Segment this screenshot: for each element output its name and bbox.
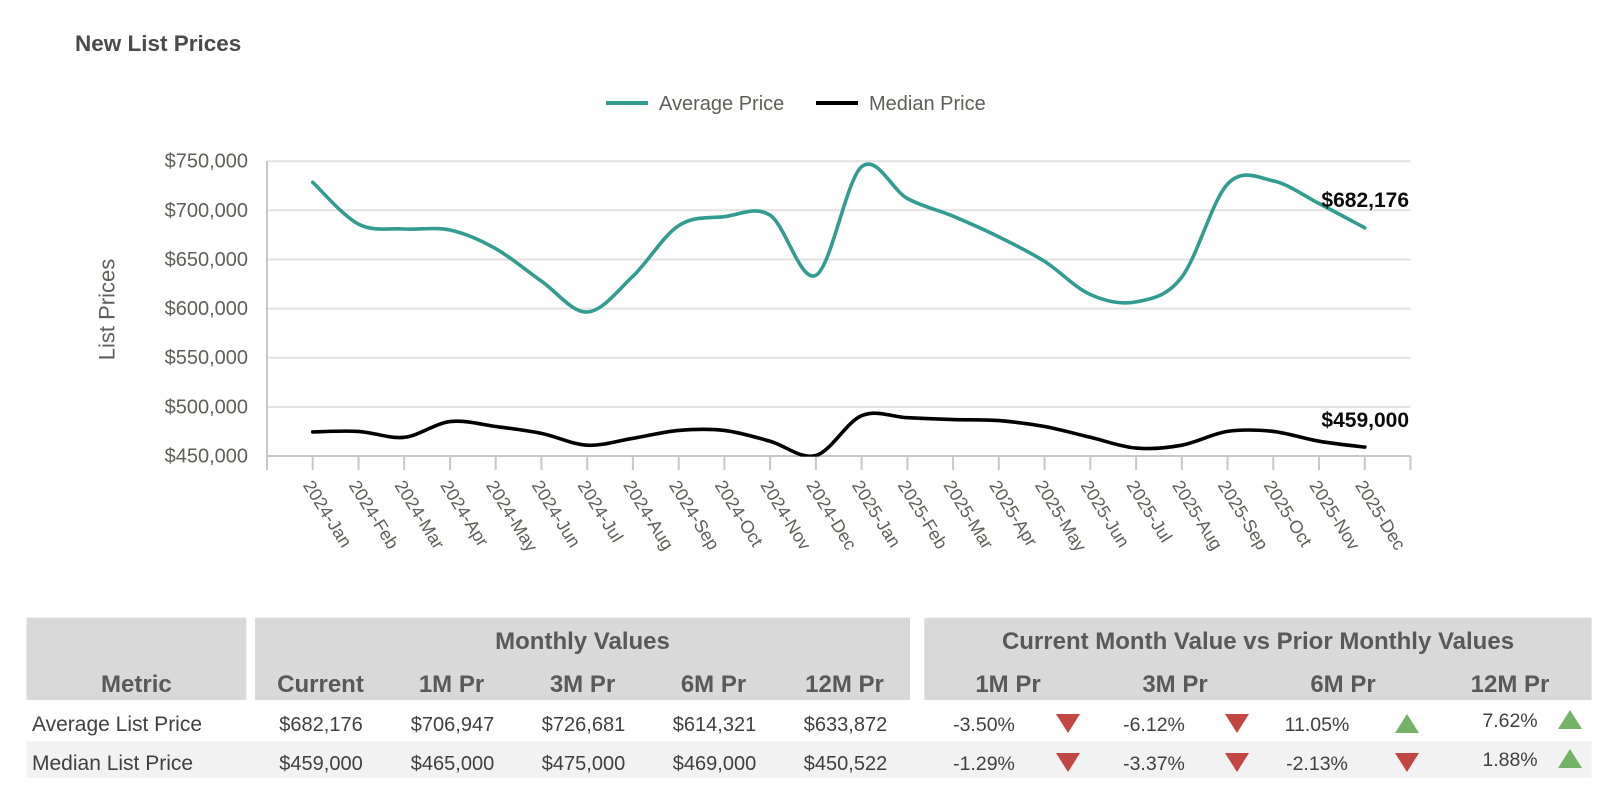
svg-text:3M Pr: 3M Pr [1142,671,1207,698]
svg-text:$500,000: $500,000 [165,396,248,418]
svg-text:$650,000: $650,000 [165,249,248,271]
svg-text:12M Pr: 12M Pr [1471,671,1550,698]
svg-text:$700,000: $700,000 [165,200,248,222]
svg-text:-2.13%: -2.13% [1286,753,1348,775]
svg-text:$682,176: $682,176 [279,714,362,736]
svg-text:$475,000: $475,000 [542,753,625,775]
svg-text:$465,000: $465,000 [411,753,494,775]
svg-text:6M Pr: 6M Pr [1310,671,1375,698]
svg-text:-3.50%: -3.50% [953,714,1015,736]
svg-text:$600,000: $600,000 [165,298,248,320]
svg-text:3M Pr: 3M Pr [550,671,615,698]
svg-text:Average List Price: Average List Price [32,713,202,736]
svg-text:$459,000: $459,000 [1321,409,1409,432]
svg-text:$750,000: $750,000 [165,151,248,173]
svg-text:$469,000: $469,000 [673,753,756,775]
svg-text:Metric: Metric [101,671,172,698]
svg-text:Monthly Values: Monthly Values [495,628,670,655]
svg-text:Current Month Value vs Prior M: Current Month Value vs Prior Monthly Val… [1002,628,1514,655]
svg-text:-1.29%: -1.29% [953,753,1015,775]
svg-text:$550,000: $550,000 [165,347,248,369]
svg-text:$450,000: $450,000 [165,446,248,468]
svg-text:$450,522: $450,522 [804,753,887,775]
svg-text:Median Price: Median Price [869,93,986,115]
svg-text:List Prices: List Prices [94,259,119,360]
svg-text:Current: Current [277,671,364,698]
svg-text:-3.37%: -3.37% [1123,753,1185,775]
svg-text:$726,681: $726,681 [542,714,625,736]
svg-text:6M Pr: 6M Pr [681,671,746,698]
svg-text:$633,872: $633,872 [804,714,887,736]
svg-text:-6.12%: -6.12% [1123,714,1185,736]
svg-text:New List Prices: New List Prices [75,31,241,56]
svg-text:1M Pr: 1M Pr [419,671,484,698]
svg-text:$706,947: $706,947 [411,714,494,736]
svg-text:Average Price: Average Price [659,93,784,115]
svg-text:1.88%: 1.88% [1482,749,1537,771]
svg-text:$459,000: $459,000 [279,753,362,775]
svg-text:7.62%: 7.62% [1482,710,1537,732]
svg-text:$614,321: $614,321 [673,714,756,736]
svg-text:$682,176: $682,176 [1321,189,1409,212]
svg-text:1M Pr: 1M Pr [975,671,1040,698]
svg-text:12M Pr: 12M Pr [805,671,884,698]
svg-text:11.05%: 11.05% [1285,714,1350,736]
svg-text:Median List Price: Median List Price [32,752,193,775]
